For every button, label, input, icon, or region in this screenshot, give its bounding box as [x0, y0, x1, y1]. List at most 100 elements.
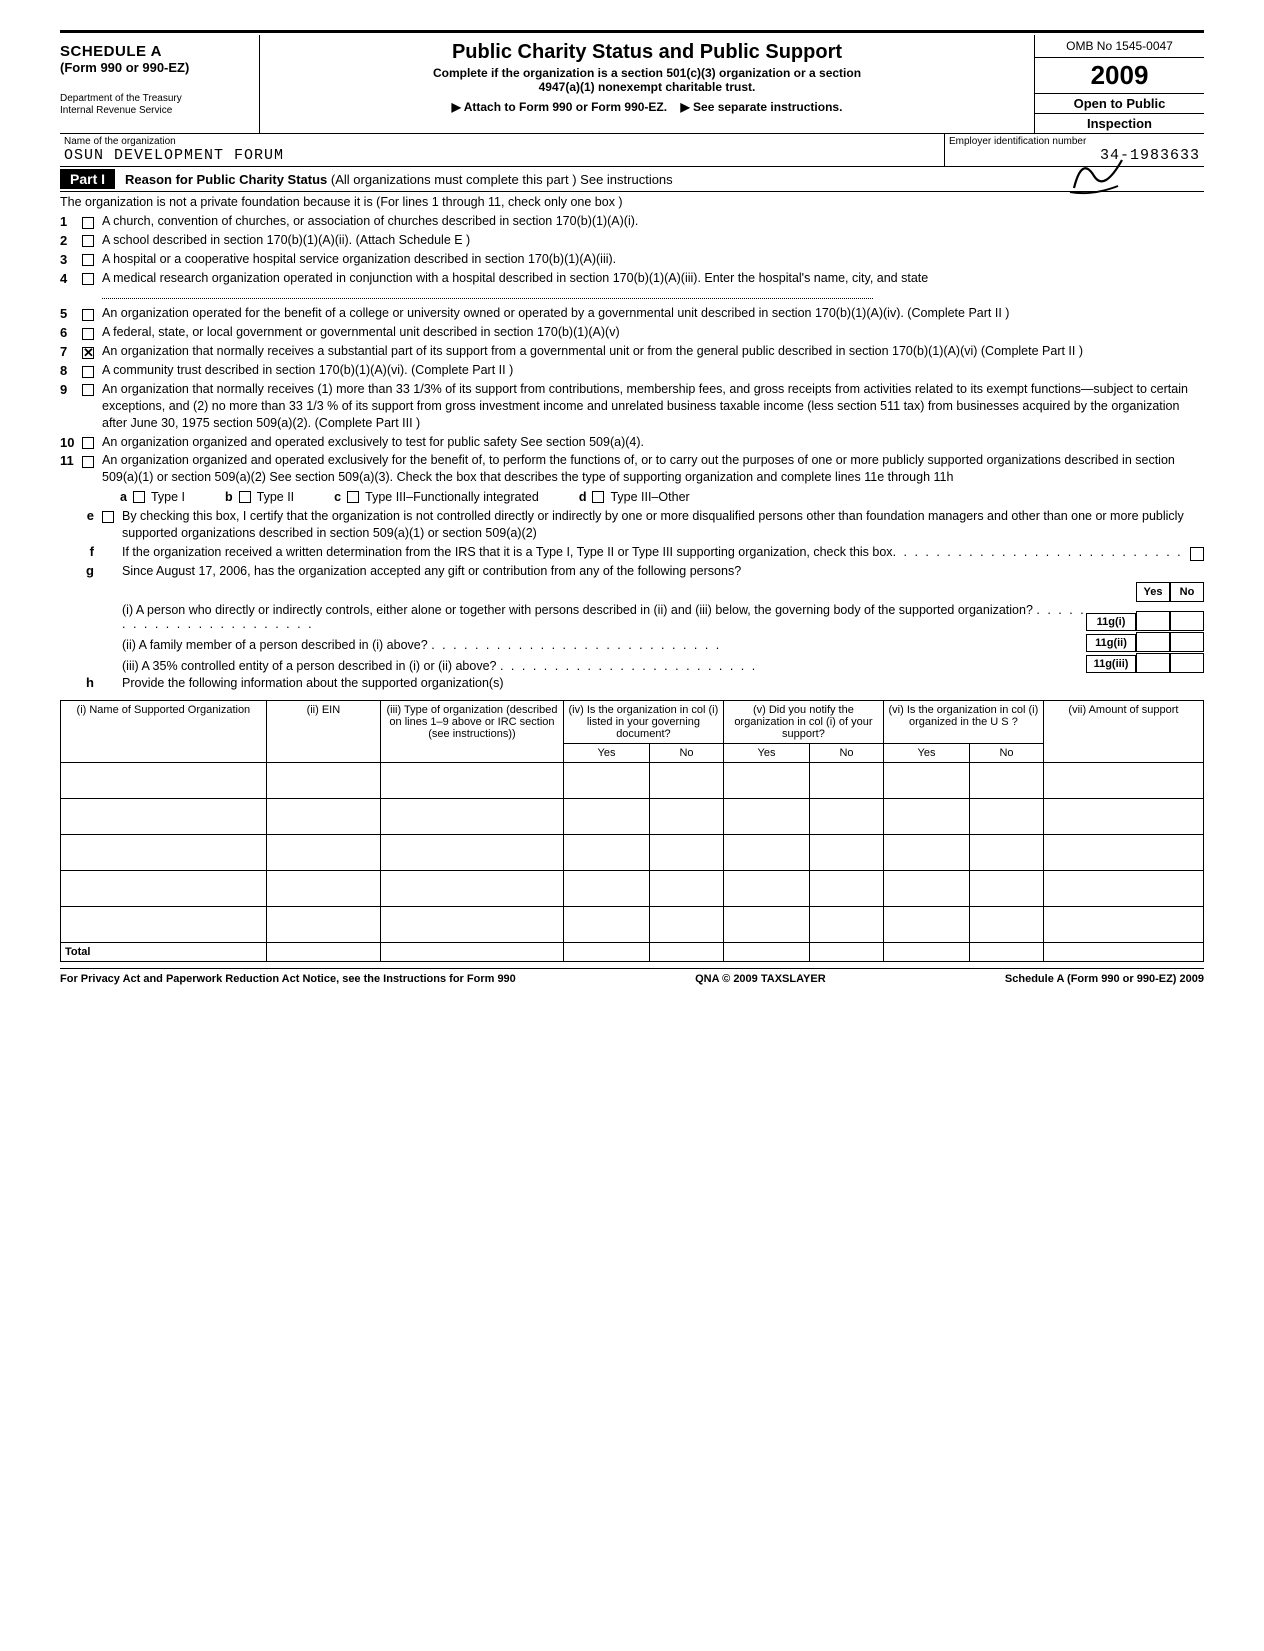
checkbox-11a[interactable] — [133, 491, 145, 503]
table-total-row: Total — [61, 942, 1204, 961]
g-ii-no[interactable] — [1170, 632, 1204, 652]
inspection-label: Inspection — [1035, 114, 1204, 133]
footer-left: For Privacy Act and Paperwork Reduction … — [60, 973, 516, 985]
type-a: a Type I — [120, 490, 185, 504]
part1-header: Part I Reason for Public Charity Status … — [60, 167, 1204, 192]
type-c-label: Type III–Functionally integrated — [365, 490, 539, 504]
type-d-letter: d — [579, 490, 587, 504]
g-i-no[interactable] — [1170, 611, 1204, 631]
line-11: 11 An organization organized and operate… — [60, 452, 1204, 486]
header-left: SCHEDULE A (Form 990 or 990-EZ) Departme… — [60, 35, 260, 133]
line-11f-row: If the organization received a written d… — [122, 544, 1204, 561]
checkbox-7[interactable] — [82, 347, 94, 359]
yn-header: Yes No — [60, 582, 1204, 602]
line-num-4: 4 — [60, 270, 82, 304]
th-name: (i) Name of Supported Organization — [61, 700, 267, 762]
type-b: b Type II — [225, 490, 294, 504]
th-iv: (iv) Is the organization in col (i) list… — [563, 700, 723, 743]
checkbox-11e[interactable] — [102, 511, 114, 523]
table-row — [61, 762, 1204, 798]
checkbox-11b[interactable] — [239, 491, 251, 503]
line-5: 5 An organization operated for the benef… — [60, 305, 1204, 322]
line-5-text: An organization operated for the benefit… — [102, 305, 1204, 322]
part1-title-paren: (All organizations must complete this pa… — [331, 172, 673, 187]
line-4: 4 A medical research organization operat… — [60, 270, 1204, 304]
line-8-text: A community trust described in section 1… — [102, 362, 1204, 379]
attach-text: Attach to Form 990 or Form 990-EZ. — [464, 100, 667, 114]
table-header-row-1: (i) Name of Supported Organization (ii) … — [61, 700, 1204, 743]
checkbox-6[interactable] — [82, 328, 94, 340]
dots-gii: . . . . . . . . . . . . . . . . . . . . … — [431, 638, 721, 652]
checkbox-8[interactable] — [82, 366, 94, 378]
line-10-text: An organization organized and operated e… — [102, 434, 1204, 451]
type-b-label: Type II — [257, 490, 295, 504]
type-c-letter: c — [334, 490, 341, 504]
sub-instruction-1: Complete if the organization is a sectio… — [268, 66, 1026, 80]
type-a-label: Type I — [151, 490, 185, 504]
line-4-body: A medical research organization operated… — [102, 271, 928, 285]
line-11e: e By checking this box, I certify that t… — [60, 508, 1204, 542]
line-num-11: 11 — [60, 452, 82, 486]
g-iii-yes[interactable] — [1136, 653, 1170, 673]
checkbox-1[interactable] — [82, 217, 94, 229]
checkbox-10[interactable] — [82, 437, 94, 449]
line-num-8: 8 — [60, 362, 82, 379]
line-7-text: An organization that normally receives a… — [102, 343, 1204, 360]
yn-head-no: No — [1170, 582, 1204, 602]
checkbox-11c[interactable] — [347, 491, 359, 503]
arrow-icon-2: ▶ — [680, 100, 689, 114]
checkbox-11[interactable] — [82, 456, 94, 468]
support-table: (i) Name of Supported Organization (ii) … — [60, 700, 1204, 962]
checkbox-4[interactable] — [82, 273, 94, 285]
arrow-icon: ▶ — [452, 100, 461, 114]
dots-fill-f: . . . . . . . . . . . . . . . . . . . . … — [893, 544, 1184, 561]
line-num-7: 7 — [60, 343, 82, 360]
g-i-yes[interactable] — [1136, 611, 1170, 631]
dots-giii: . . . . . . . . . . . . . . . . . . . . … — [500, 659, 757, 673]
part1-title-bold: Reason for Public Charity Status — [125, 172, 327, 187]
g-iii-row: (iii) A 35% controlled entity of a perso… — [60, 653, 1204, 673]
line-7: 7 An organization that normally receives… — [60, 343, 1204, 360]
th-iv-yes: Yes — [563, 743, 649, 762]
line-11g: g Since August 17, 2006, has the organiz… — [60, 563, 1204, 580]
dept-line-2: Internal Revenue Service — [60, 105, 253, 117]
table-row — [61, 906, 1204, 942]
checkbox-11f[interactable] — [1190, 547, 1204, 561]
g-ii-text: (ii) A family member of a person describ… — [122, 638, 428, 652]
line-8: 8 A community trust described in section… — [60, 362, 1204, 379]
checkbox-11d[interactable] — [592, 491, 604, 503]
total-label: Total — [61, 942, 267, 961]
line-num-9: 9 — [60, 381, 82, 432]
type-d: d Type III–Other — [579, 490, 690, 504]
line-11h-text: Provide the following information about … — [122, 675, 1204, 692]
table-row — [61, 798, 1204, 834]
th-v-yes: Yes — [723, 743, 809, 762]
th-v: (v) Did you notify the organization in c… — [723, 700, 883, 743]
sub-instruction-2: 4947(a)(1) nonexempt charitable trust. — [268, 80, 1026, 94]
g-iii-no[interactable] — [1170, 653, 1204, 673]
line-11f: f If the organization received a written… — [60, 544, 1204, 561]
line-9-text: An organization that normally receives (… — [102, 381, 1204, 432]
checkbox-3[interactable] — [82, 254, 94, 266]
g-ii-row: (ii) A family member of a person describ… — [60, 632, 1204, 652]
th-iv-no: No — [650, 743, 724, 762]
checkbox-5[interactable] — [82, 309, 94, 321]
line-3-text: A hospital or a cooperative hospital ser… — [102, 251, 1204, 268]
page-footer: For Privacy Act and Paperwork Reduction … — [60, 968, 1204, 985]
checkbox-9[interactable] — [82, 384, 94, 396]
g-i-text: (i) A person who directly or indirectly … — [122, 603, 1033, 617]
th-type: (iii) Type of organization (described on… — [381, 700, 564, 762]
part1-badge: Part I — [60, 169, 115, 189]
g-ii-yes[interactable] — [1136, 632, 1170, 652]
line-11h: h Provide the following information abou… — [60, 675, 1204, 692]
checkbox-2[interactable] — [82, 235, 94, 247]
line-9: 9 An organization that normally receives… — [60, 381, 1204, 432]
g-iii-text: (iii) A 35% controlled entity of a perso… — [122, 659, 497, 673]
table-row — [61, 870, 1204, 906]
header-center: Public Charity Status and Public Support… — [260, 35, 1034, 133]
line-num-10: 10 — [60, 434, 82, 451]
org-row: Name of the organization OSUN DEVELOPMEN… — [60, 134, 1204, 167]
line-4-fill — [102, 289, 873, 299]
line-10: 10 An organization organized and operate… — [60, 434, 1204, 451]
line-num-1: 1 — [60, 213, 82, 230]
